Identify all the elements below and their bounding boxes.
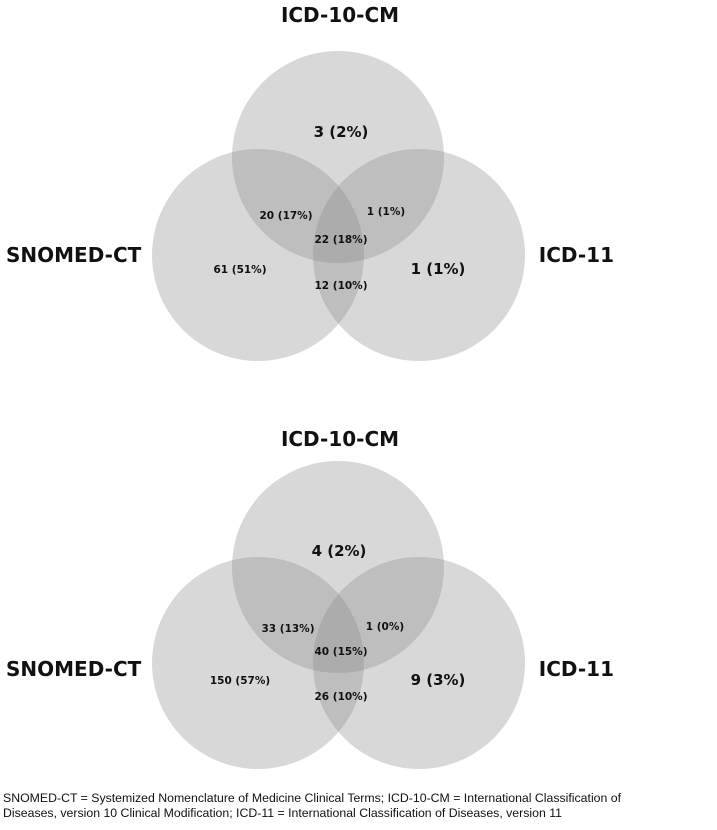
region-top-only: 4 (2%)	[312, 542, 367, 560]
venn-diagram-1: ICD-10-CM SNOMED-CT ICD-11 3 (2%) 20 (17…	[6, 3, 614, 361]
figure-caption: SNOMED-CT = Systemized Nomenclature of M…	[3, 791, 715, 821]
circle-icd10cm	[232, 461, 444, 673]
circle-icd11	[313, 557, 525, 769]
set-label-icd10cm: ICD-10-CM	[281, 3, 399, 27]
region-left-only: 61 (51%)	[214, 264, 267, 276]
region-right-only: 1 (1%)	[411, 260, 466, 278]
circle-icd10cm	[232, 51, 444, 263]
region-top-only: 3 (2%)	[314, 123, 369, 141]
region-top-left: 20 (17%)	[260, 210, 313, 222]
caption-line-1: SNOMED-CT = Systemized Nomenclature of M…	[3, 791, 622, 805]
region-top-left: 33 (13%)	[262, 623, 315, 635]
circle-snomedct	[152, 149, 364, 361]
region-all: 40 (15%)	[315, 646, 368, 658]
region-top-right: 1 (1%)	[367, 206, 405, 218]
circle-icd11	[313, 149, 525, 361]
region-left-only: 150 (57%)	[210, 675, 270, 687]
region-right-only: 9 (3%)	[411, 671, 466, 689]
set-label-icd10cm: ICD-10-CM	[281, 427, 399, 451]
venn-diagram-2: ICD-10-CM SNOMED-CT ICD-11 4 (2%) 33 (13…	[6, 427, 614, 769]
set-label-icd11: ICD-11	[539, 243, 614, 267]
region-left-right: 26 (10%)	[315, 691, 368, 703]
set-label-icd11: ICD-11	[539, 657, 614, 681]
region-top-right: 1 (0%)	[366, 621, 404, 633]
set-label-snomedct: SNOMED-CT	[6, 243, 142, 267]
circle-snomedct	[152, 557, 364, 769]
set-label-snomedct: SNOMED-CT	[6, 657, 142, 681]
region-left-right: 12 (10%)	[315, 280, 368, 292]
region-all: 22 (18%)	[315, 234, 368, 246]
caption-line-2: Diseases, version 10 Clinical Modificati…	[3, 806, 562, 820]
